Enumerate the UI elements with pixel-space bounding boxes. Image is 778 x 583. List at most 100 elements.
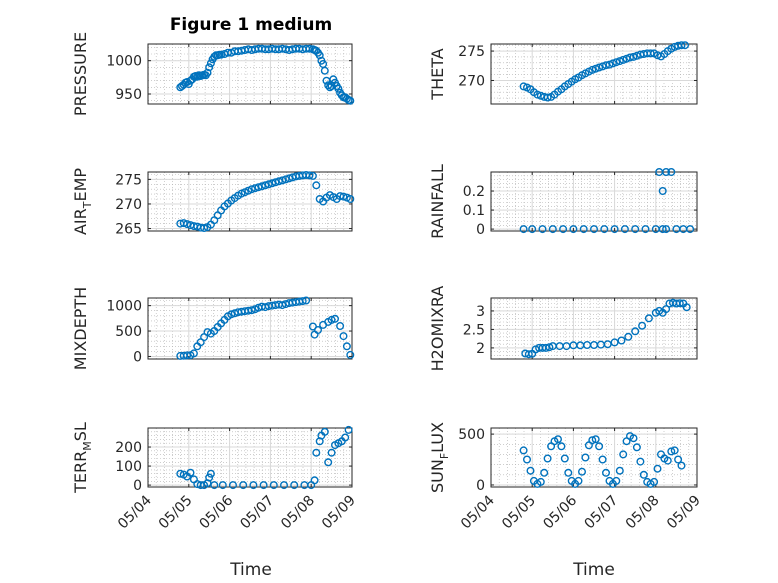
data-point — [341, 433, 350, 442]
data-point — [249, 481, 258, 490]
data-point — [624, 332, 633, 341]
data-point — [536, 477, 545, 486]
data-point — [519, 82, 528, 91]
data-point — [203, 68, 212, 77]
data-point — [578, 467, 587, 476]
data-point — [629, 434, 638, 443]
data-point — [200, 223, 209, 232]
data-point — [667, 447, 676, 456]
data-point — [610, 338, 619, 347]
y-axis-label-main: RAINFALL — [428, 164, 447, 239]
data-point — [205, 473, 214, 482]
data-point — [327, 315, 336, 324]
data-point — [339, 332, 348, 341]
data-point — [218, 481, 227, 490]
xlabel-left: Time — [229, 560, 272, 580]
data-point — [590, 225, 599, 234]
data-point — [186, 468, 195, 477]
data-point — [562, 342, 571, 351]
data-point — [179, 219, 188, 228]
axes-box — [147, 43, 353, 105]
data-point — [543, 93, 552, 102]
y-axis-label: TERRMSL — [71, 422, 94, 494]
data-point — [600, 225, 609, 234]
data-point — [662, 305, 671, 314]
data-point — [641, 225, 650, 234]
y-axis-label-main: TERR — [71, 451, 90, 494]
data-point — [682, 303, 691, 312]
data-point — [281, 175, 290, 184]
data-point — [557, 442, 566, 451]
data-point — [312, 448, 321, 457]
axes-box — [490, 297, 698, 360]
data-point — [268, 179, 277, 188]
data-point — [653, 464, 662, 473]
data-point — [324, 81, 333, 90]
y-axis-label-main: AIR — [71, 208, 90, 235]
data-point — [612, 58, 621, 67]
data-point — [524, 350, 533, 359]
data-point — [519, 225, 528, 234]
data-point — [290, 481, 299, 490]
y-axis-label-main: PRESSURE — [71, 32, 90, 116]
data-point — [205, 63, 214, 72]
data-point — [686, 225, 695, 234]
data-point — [538, 225, 547, 234]
y-axis-label: PRESSURE — [71, 32, 90, 116]
data-point — [595, 63, 604, 72]
data-point — [588, 436, 597, 445]
axes-box — [147, 297, 353, 360]
data-point — [632, 443, 641, 452]
data-point — [629, 52, 638, 61]
data-point — [247, 185, 256, 194]
y-axis-label-sub: T — [81, 201, 94, 209]
axes-box — [147, 427, 353, 488]
data-point — [590, 341, 599, 350]
x-tick-label: 05/09 — [319, 493, 359, 533]
data-point — [675, 299, 684, 308]
data-point — [620, 225, 629, 234]
y-axis-label-main: MIXDEPTH — [71, 287, 90, 370]
data-point — [193, 72, 202, 81]
data-point — [346, 350, 355, 359]
data-point — [261, 181, 270, 190]
x-tick-label: 05/08 — [278, 493, 318, 533]
data-point — [548, 225, 557, 234]
y-axis-label-main: SUN — [428, 459, 447, 493]
data-point — [564, 468, 573, 477]
data-point — [302, 296, 311, 305]
x-tick-label: 05/05 — [499, 493, 539, 533]
data-point — [278, 176, 287, 185]
x-tick-label: 05/04 — [115, 492, 155, 532]
data-point — [639, 470, 648, 479]
data-point — [674, 455, 683, 464]
data-point — [631, 327, 640, 336]
data-point — [346, 96, 355, 105]
y-tick-label: 0 — [133, 478, 142, 494]
y-tick-label: 2.5 — [463, 322, 485, 338]
data-point — [344, 425, 353, 434]
y-axis-label: AIRTEMP — [71, 168, 94, 235]
subplot-pressure: 950 1000 PRESSURE — [71, 32, 355, 116]
y-tick-label: 265 — [115, 222, 142, 238]
y-tick-label: 2 — [476, 341, 485, 357]
data-point — [560, 454, 569, 463]
data-point — [617, 336, 626, 345]
data-point — [308, 171, 317, 180]
y-tick-label: 3 — [476, 304, 485, 320]
data-point — [579, 225, 588, 234]
y-tick-label: 275 — [115, 172, 142, 188]
data-point — [541, 343, 550, 352]
data-point — [602, 468, 611, 477]
data-point — [217, 50, 226, 59]
data-point — [331, 314, 340, 323]
data-point — [314, 326, 323, 335]
y-tick-label: 0 — [133, 349, 142, 365]
y-tick-label: 200 — [115, 440, 142, 456]
data-point — [574, 476, 583, 485]
data-point — [526, 466, 535, 475]
data-point — [583, 341, 592, 350]
y-axis-label-rest: SL — [71, 422, 90, 441]
y-axis-label: MIXDEPTH — [71, 287, 90, 370]
